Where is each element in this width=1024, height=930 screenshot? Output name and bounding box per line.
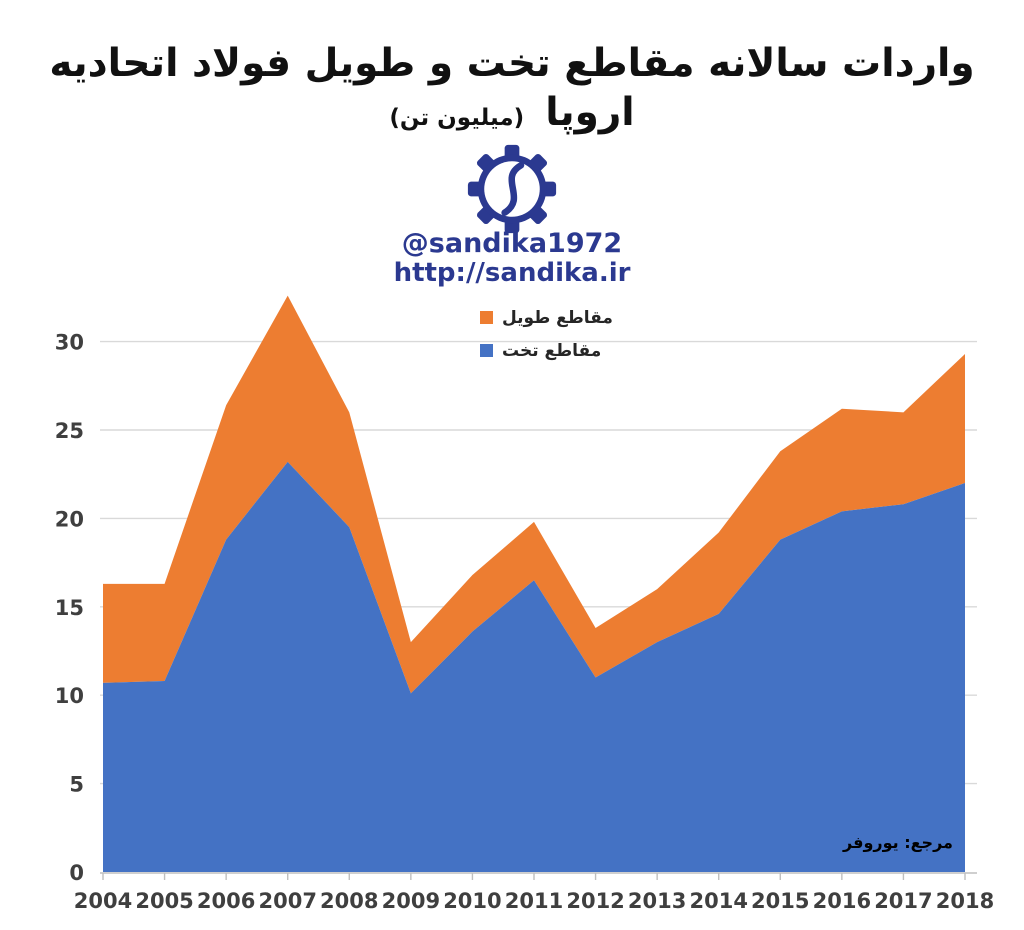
legend-swatch-flat [480, 344, 493, 357]
x-axis-label-2016: 2016 [813, 889, 871, 913]
area-series-long [103, 295, 965, 694]
telegram-handle: @sandika1972 [401, 228, 623, 259]
legend-label-long: مقاطع طویل [502, 307, 613, 328]
legend-swatch-long [480, 311, 493, 324]
y-axis-label-30: 30 [55, 331, 84, 355]
logo-lightning-icon [501, 162, 525, 216]
x-axis-label-2005: 2005 [135, 889, 193, 913]
website-url: http://sandika.ir [393, 258, 631, 288]
x-axis-label-2013: 2013 [628, 889, 686, 913]
x-axis-label-2015: 2015 [751, 889, 809, 913]
legend: مقاطع طویل مقاطع تخت [480, 301, 613, 367]
page-title: واردات سالانه مقاطع تخت و طویل فولاد اتح… [0, 40, 1024, 138]
y-axis-label-5: 5 [69, 773, 84, 797]
y-axis-label-25: 25 [55, 419, 84, 443]
x-axis-label-2014: 2014 [689, 889, 747, 913]
x-axis-label-2007: 2007 [258, 889, 316, 913]
x-axis-label-2006: 2006 [197, 889, 255, 913]
source-note: مرجع: یوروفر [843, 833, 953, 852]
legend-label-flat: مقاطع تخت [502, 340, 602, 361]
x-axis-label-2018: 2018 [936, 889, 994, 913]
x-axis-label-2008: 2008 [320, 889, 378, 913]
chart-svg: 0 5 10 15 20 25 30 2004 2005 2006 2007 2008 2009 2010… [55, 295, 994, 913]
area-series-flat [103, 461, 965, 872]
logo [0, 140, 1024, 238]
legend-item-long: مقاطع طویل [480, 301, 613, 334]
page-title-unit: (میلیون تن) [389, 104, 525, 131]
y-axis-label-0: 0 [69, 861, 84, 885]
x-axis-label-2010: 2010 [443, 889, 501, 913]
x-axis-label-2017: 2017 [874, 889, 932, 913]
legend-item-flat: مقاطع تخت [480, 334, 613, 367]
page-title-text: واردات سالانه مقاطع تخت و طویل فولاد اتح… [49, 41, 975, 135]
x-axis-label-2009: 2009 [382, 889, 440, 913]
x-axis-label-2011: 2011 [505, 889, 563, 913]
y-axis-label-20: 20 [55, 507, 84, 531]
sandika-logo-icon [467, 144, 557, 234]
x-axis-label-2012: 2012 [566, 889, 624, 913]
y-axis-label-10: 10 [55, 684, 84, 708]
y-axis-label-15: 15 [55, 596, 84, 620]
x-axis-label-2004: 2004 [74, 889, 132, 913]
